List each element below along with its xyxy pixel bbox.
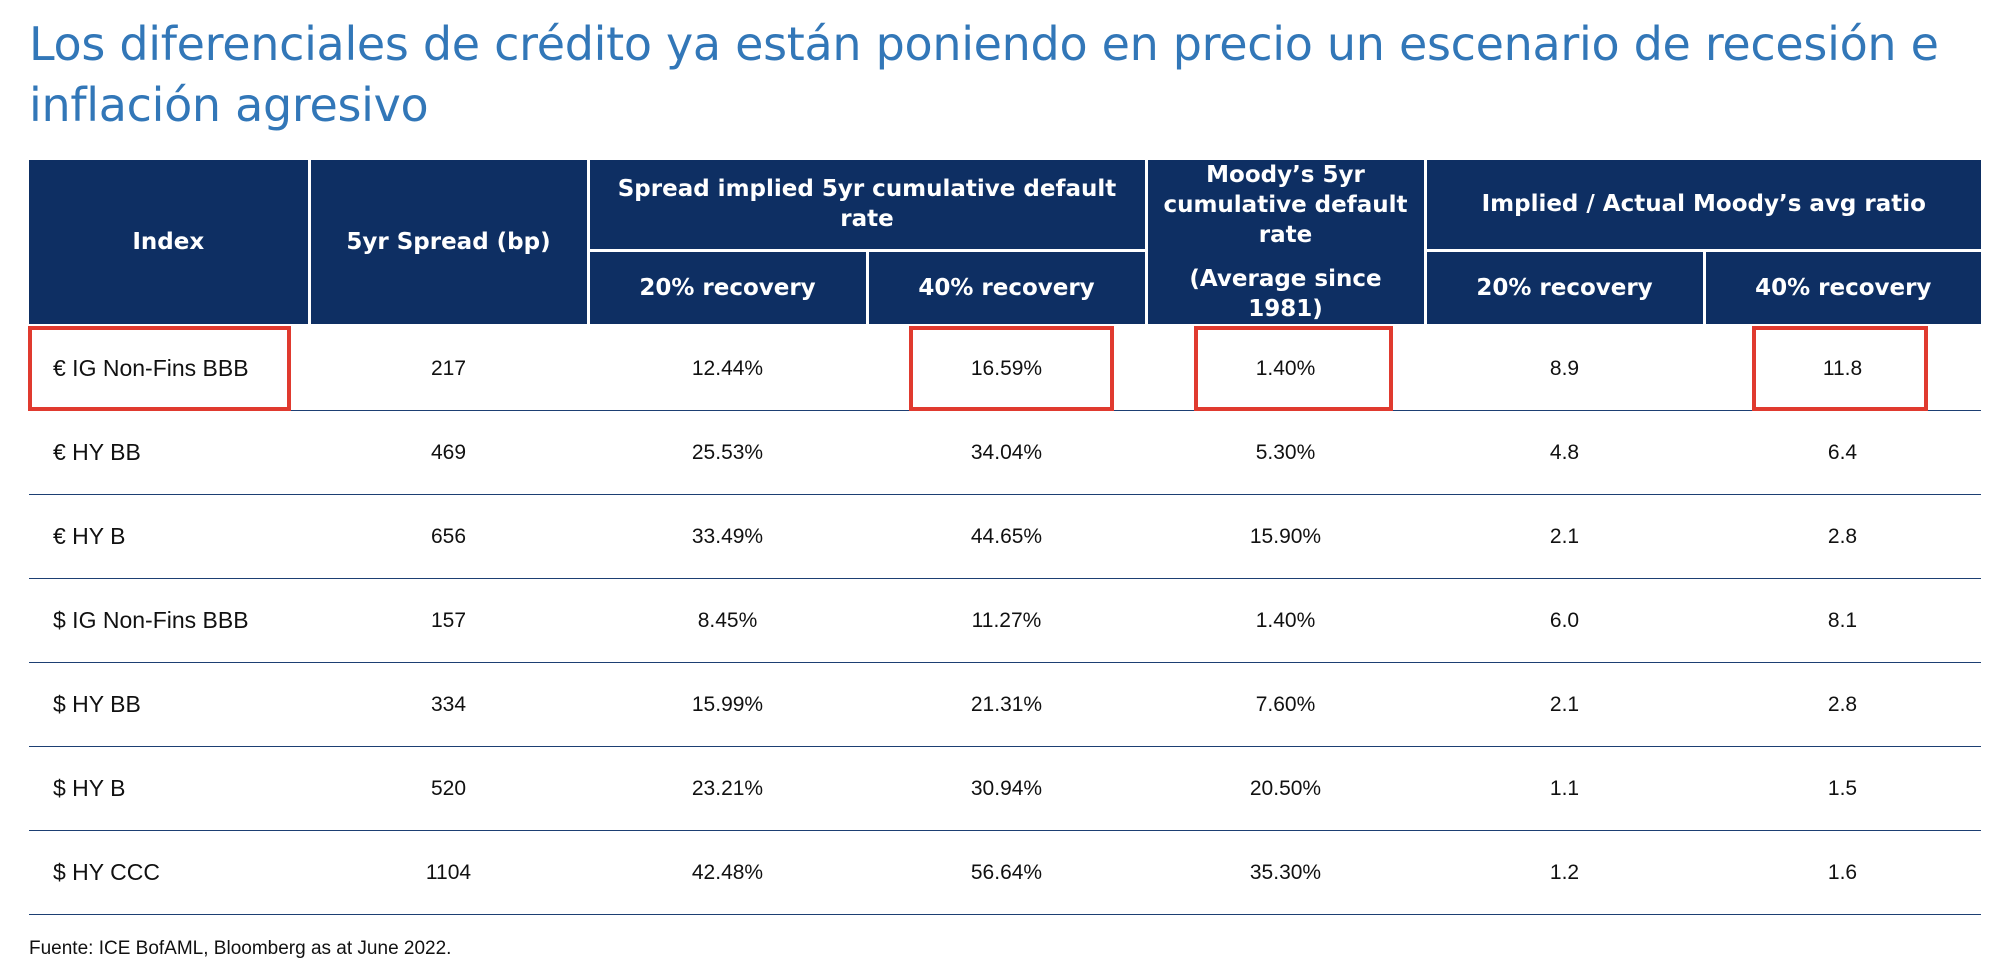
cell-ratio-20: 2.1 — [1425, 662, 1704, 747]
cell-implied-20: 15.99% — [588, 662, 867, 747]
header-index: Index — [29, 160, 311, 327]
cell-ratio-20: 8.9 — [1425, 325, 1704, 411]
cell-spread: 1104 — [309, 830, 588, 915]
cell-implied-40: 34.04% — [867, 410, 1146, 495]
cell-implied-40: 21.31% — [867, 662, 1146, 747]
cell-implied-40: 56.64% — [867, 830, 1146, 915]
table-row: $ HY CCC 1104 42.48% 56.64% 35.30% 1.2 1.6 — [29, 830, 1982, 915]
cell-implied-20: 8.45% — [588, 578, 867, 663]
page-title: Los diferenciales de crédito ya están po… — [29, 17, 1939, 132]
highlight-box — [1194, 326, 1393, 411]
cell-moody: 5.30% — [1146, 410, 1425, 495]
cell-implied-40: 16.59% — [867, 325, 1146, 411]
cell-ratio-40: 8.1 — [1704, 578, 1982, 663]
highlight-box — [1752, 326, 1929, 411]
cell-ratio-40: 11.8 — [1704, 325, 1982, 411]
header-spread: 5yr Spread (bp) — [307, 160, 590, 327]
cell-spread: 469 — [309, 410, 588, 495]
cell-moody: 1.40% — [1146, 325, 1425, 411]
cell-index: € HY B — [29, 494, 309, 579]
header-implied-40: 40% recovery — [865, 250, 1148, 328]
cell-spread: 157 — [309, 578, 588, 663]
cell-index: $ HY B — [29, 746, 309, 831]
cell-moody: 35.30% — [1146, 830, 1425, 915]
highlight-box — [909, 326, 1114, 411]
header-implied-group: Spread implied 5yr cumulative default ra… — [586, 160, 1148, 252]
cell-spread: 656 — [309, 494, 588, 579]
cell-ratio-20: 4.8 — [1425, 410, 1704, 495]
cell-ratio-20: 2.1 — [1425, 494, 1704, 579]
cell-moody: 7.60% — [1146, 662, 1425, 747]
cell-implied-20: 12.44% — [588, 325, 867, 411]
cell-implied-20: 33.49% — [588, 494, 867, 579]
credit-spread-table: Index 5yr Spread (bp) Spread implied 5yr… — [28, 160, 1982, 915]
cell-moody: 1.40% — [1146, 578, 1425, 663]
table-row: € HY BB 469 25.53% 34.04% 5.30% 4.8 6.4 — [29, 410, 1982, 495]
table-row: $ IG Non-Fins BBB 157 8.45% 11.27% 1.40% 6.0 8… — [29, 578, 1982, 663]
cell-ratio-20: 6.0 — [1425, 578, 1704, 663]
cell-ratio-40: 1.5 — [1704, 746, 1982, 831]
header-moody-title: Moody’s 5yr cumulative default rate — [1163, 162, 1408, 248]
cell-moody: 20.50% — [1146, 746, 1425, 831]
cell-spread: 520 — [309, 746, 588, 831]
cell-index: $ IG Non-Fins BBB — [29, 578, 309, 663]
cell-index: $ HY CCC — [29, 830, 309, 915]
cell-ratio-40: 2.8 — [1704, 494, 1982, 579]
header-moody: Moody’s 5yr cumulative default rate (Ave… — [1144, 160, 1427, 327]
table-row: € HY B 656 33.49% 44.65% 15.90% 2.1 2.8 — [29, 494, 1982, 579]
header-ratio-40: 40% recovery — [1702, 250, 1982, 328]
table-body: € IG Non-Fins BBB 217 12.44% 16.59% 1.40% 8.9… — [28, 325, 1982, 915]
table-row: $ HY BB 334 15.99% 21.31% 7.60% 2.1 2.8 — [29, 662, 1982, 747]
header-ratio-group: Implied / Actual Moody’s avg ratio — [1423, 160, 1982, 252]
cell-implied-40: 30.94% — [867, 746, 1146, 831]
cell-ratio-40: 2.8 — [1704, 662, 1982, 747]
table-row: $ HY B 520 23.21% 30.94% 20.50% 1.1 1.5 — [29, 746, 1982, 831]
cell-spread: 334 — [309, 662, 588, 747]
cell-ratio-20: 1.2 — [1425, 830, 1704, 915]
cell-implied-40: 44.65% — [867, 494, 1146, 579]
cell-implied-20: 42.48% — [588, 830, 867, 915]
header-ratio-20: 20% recovery — [1423, 250, 1706, 328]
cell-index: € IG Non-Fins BBB — [28, 325, 309, 411]
table-row: € IG Non-Fins BBB 217 12.44% 16.59% 1.40% 8.9… — [28, 325, 1982, 411]
cell-ratio-40: 1.6 — [1704, 830, 1982, 915]
cell-ratio-40: 6.4 — [1704, 410, 1982, 495]
cell-index: $ HY BB — [29, 662, 309, 747]
cell-spread: 217 — [309, 325, 588, 411]
cell-ratio-20: 1.1 — [1425, 746, 1704, 831]
cell-implied-20: 23.21% — [588, 746, 867, 831]
cell-moody: 15.90% — [1146, 494, 1425, 579]
source-note: Fuente: ICE BofAML, Bloomberg as at June… — [29, 938, 452, 959]
highlight-box — [28, 326, 291, 411]
cell-implied-40: 11.27% — [867, 578, 1146, 663]
header-moody-subtitle: (Average since 1981) — [1189, 266, 1382, 322]
table-header: Index 5yr Spread (bp) Spread implied 5yr… — [29, 160, 1982, 328]
header-implied-20: 20% recovery — [588, 250, 869, 328]
cell-index: € HY BB — [29, 410, 309, 495]
cell-implied-20: 25.53% — [588, 410, 867, 495]
